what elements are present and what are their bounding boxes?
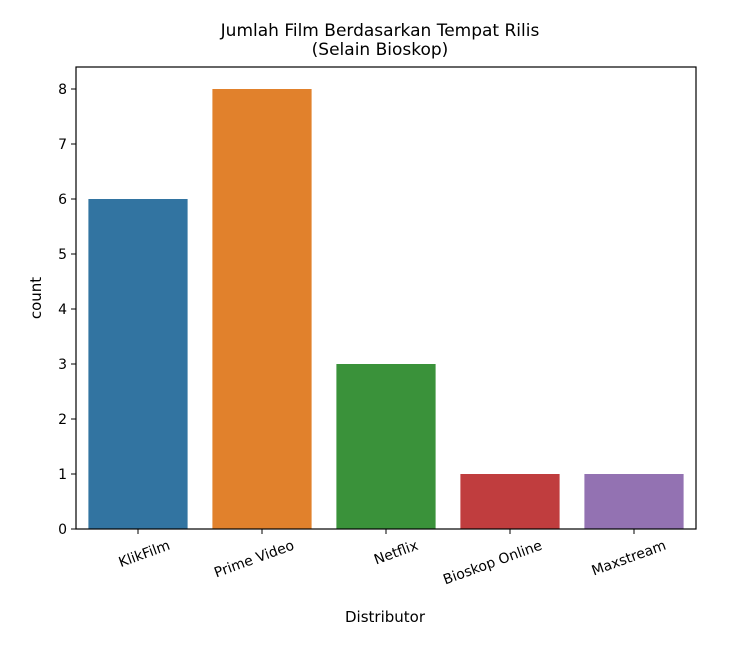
x-axis-label: Distributor — [345, 608, 426, 626]
y-tick-label: 7 — [58, 137, 67, 153]
bar-klikfilm — [88, 199, 188, 529]
x-tick-label: Bioskop Online — [441, 538, 544, 589]
x-tick-label: Netflix — [372, 538, 420, 569]
bar-prime-video — [212, 89, 312, 529]
x-tick-label: KlikFilm — [117, 538, 173, 571]
bar-maxstream — [584, 474, 684, 529]
bars-layer — [88, 89, 684, 529]
y-tick-label: 3 — [58, 357, 67, 373]
y-tick-label: 5 — [58, 247, 67, 263]
y-tick-label: 6 — [58, 192, 67, 208]
y-axis-ticks: 0 1 2 3 4 5 6 7 8 — [58, 82, 76, 538]
x-axis-ticks: KlikFilm Prime Video Netflix Bioskop Online… — [117, 529, 669, 589]
y-tick-label: 2 — [58, 412, 67, 428]
y-tick-label: 8 — [58, 82, 67, 98]
y-tick-label: 1 — [58, 467, 67, 483]
chart-title-line-2: (Selain Bioskop) — [312, 40, 449, 60]
y-tick-label: 0 — [58, 522, 67, 538]
y-axis-label: count — [27, 277, 45, 319]
x-tick-label: Prime Video — [212, 538, 296, 582]
plot-area-frame — [75, 66, 697, 530]
bar-bioskop-online — [460, 474, 560, 529]
x-tick-label: Maxstream — [590, 538, 669, 580]
y-tick-label: 4 — [58, 302, 67, 318]
chart-title-line-1: Jumlah Film Berdasarkan Tempat Rilis — [220, 21, 540, 41]
bar-netflix — [336, 364, 436, 529]
